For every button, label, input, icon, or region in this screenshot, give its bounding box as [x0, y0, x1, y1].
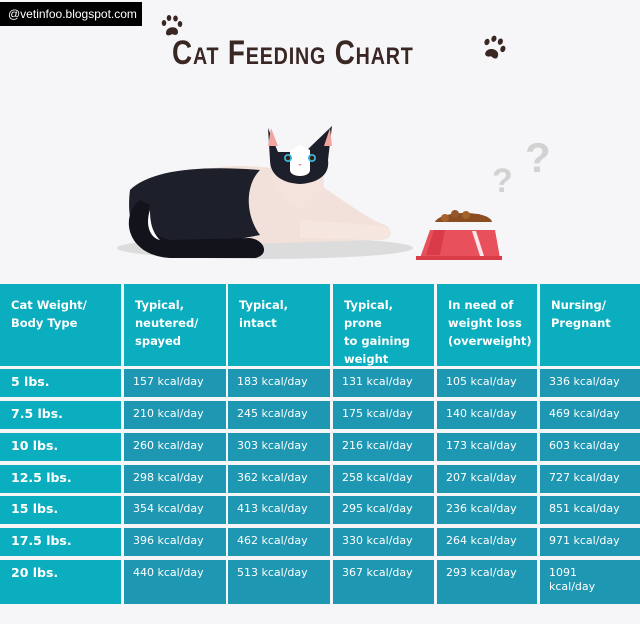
table-row: 20 lbs. 440 kcal/day 513 kcal/day 367 kc… [0, 560, 640, 604]
value-cell: 260 kcal/day [124, 433, 226, 461]
header-neutered: Typical, neutered/ spayed [124, 284, 226, 366]
value-cell: 173 kcal/day [437, 433, 537, 461]
value-cell: 175 kcal/day [333, 401, 434, 429]
value-cell: 140 kcal/day [437, 401, 537, 429]
value-cell: 367 kcal/day [333, 560, 434, 604]
value-cell: 157 kcal/day [124, 369, 226, 397]
value-cell: 293 kcal/day [437, 560, 537, 604]
row-label: 10 lbs. [0, 433, 121, 461]
value-cell: 413 kcal/day [228, 496, 330, 524]
table-row: 15 lbs. 354 kcal/day 413 kcal/day 295 kc… [0, 496, 640, 524]
table-row: 5 lbs. 157 kcal/day 183 kcal/day 131 kca… [0, 369, 640, 397]
value-cell: 105 kcal/day [437, 369, 537, 397]
value-cell: 236 kcal/day [437, 496, 537, 524]
value-cell: 1091 kcal/day [540, 560, 640, 604]
value-cell: 513 kcal/day [228, 560, 330, 604]
paw-print-icon [161, 15, 183, 36]
value-cell: 440 kcal/day [124, 560, 226, 604]
value-cell: 354 kcal/day [124, 496, 226, 524]
table-row: 12.5 lbs. 298 kcal/day 362 kcal/day 258 … [0, 465, 640, 493]
question-mark-icon: ? [492, 162, 513, 200]
value-cell: 295 kcal/day [333, 496, 434, 524]
watermark: @vetinfoo.blogspot.com [0, 2, 142, 26]
header-weight-loss: In need of weight loss (overweight) [437, 284, 537, 366]
value-cell: 245 kcal/day [228, 401, 330, 429]
value-cell: 362 kcal/day [228, 465, 330, 493]
question-mark-icon: ? [525, 134, 551, 181]
value-cell: 330 kcal/day [333, 528, 434, 556]
value-cell: 183 kcal/day [228, 369, 330, 397]
value-cell: 336 kcal/day [540, 369, 640, 397]
header-weight: Cat Weight/ Body Type [0, 284, 121, 366]
row-label: 5 lbs. [0, 369, 121, 397]
value-cell: 469 kcal/day [540, 401, 640, 429]
value-cell: 210 kcal/day [124, 401, 226, 429]
value-cell: 971 kcal/day [540, 528, 640, 556]
table-row: 7.5 lbs. 210 kcal/day 245 kcal/day 175 k… [0, 401, 640, 429]
cat-illustration: ? ? [117, 126, 551, 260]
header-intact: Typical, intact [228, 284, 330, 366]
row-label: 20 lbs. [0, 560, 121, 604]
table-row: 10 lbs. 260 kcal/day 303 kcal/day 216 kc… [0, 433, 640, 461]
value-cell: 303 kcal/day [228, 433, 330, 461]
header-prone-gaining: Typical, prone to gaining weight [333, 284, 434, 366]
value-cell: 264 kcal/day [437, 528, 537, 556]
value-cell: 396 kcal/day [124, 528, 226, 556]
value-cell: 727 kcal/day [540, 465, 640, 493]
value-cell: 462 kcal/day [228, 528, 330, 556]
row-label: 7.5 lbs. [0, 401, 121, 429]
row-label: 15 lbs. [0, 496, 121, 524]
row-label: 17.5 lbs. [0, 528, 121, 556]
row-label: 12.5 lbs. [0, 465, 121, 493]
value-cell: 851 kcal/day [540, 496, 640, 524]
table-row: 17.5 lbs. 396 kcal/day 462 kcal/day 330 … [0, 528, 640, 556]
value-cell: 298 kcal/day [124, 465, 226, 493]
value-cell: 207 kcal/day [437, 465, 537, 493]
value-cell: 258 kcal/day [333, 465, 434, 493]
page-title: Cat Feeding Chart [172, 34, 414, 72]
value-cell: 216 kcal/day [333, 433, 434, 461]
header-nursing: Nursing/ Pregnant [540, 284, 640, 366]
paw-print-icon [484, 35, 506, 59]
table-header-row: Cat Weight/ Body Type Typical, neutered/… [0, 284, 640, 366]
value-cell: 131 kcal/day [333, 369, 434, 397]
value-cell: 603 kcal/day [540, 433, 640, 461]
